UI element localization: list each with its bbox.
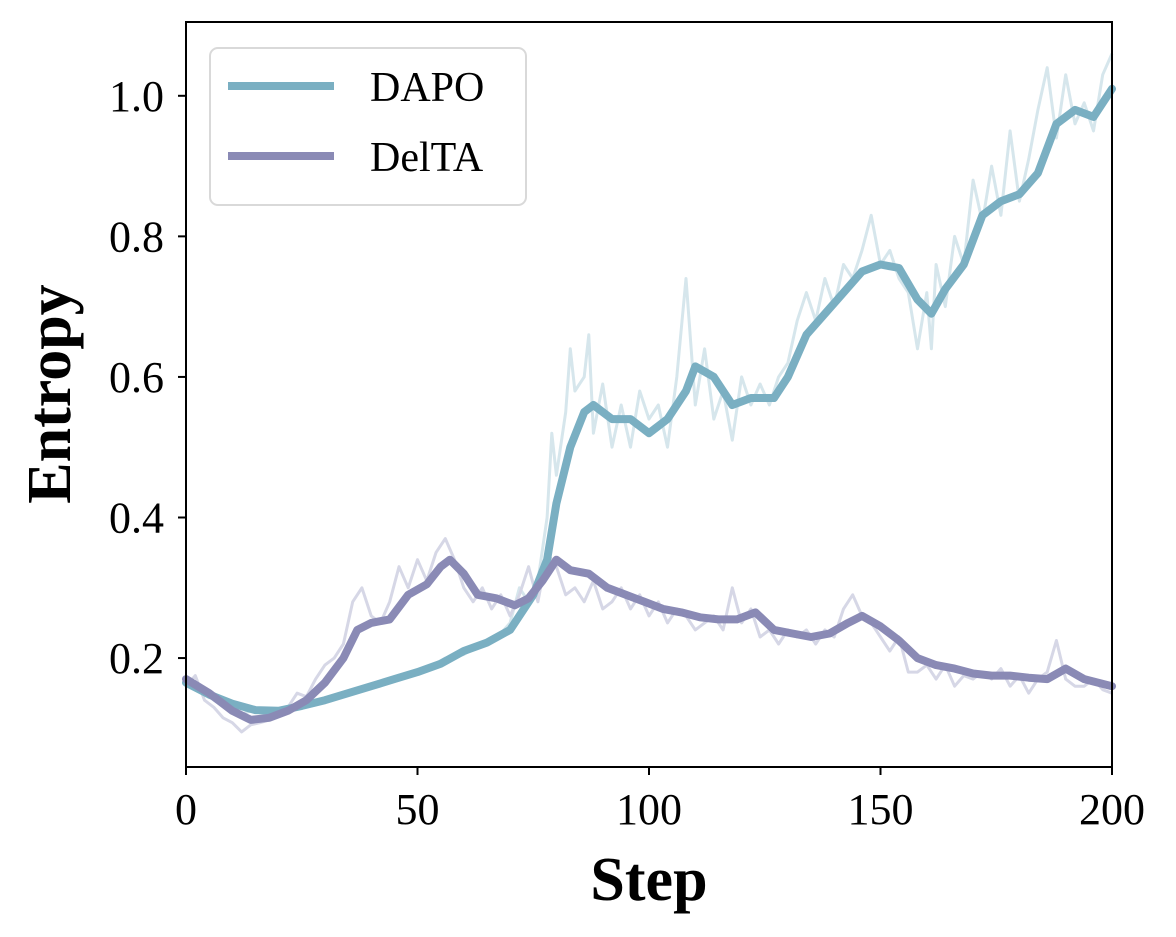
legend: DAPO DelTA: [209, 47, 527, 206]
smoothed-line-dapo: [182, 84, 1116, 715]
y-axis-title: Entropy: [16, 284, 84, 503]
x-axis-title: Step: [590, 846, 707, 914]
y-tick-label: 1.0: [109, 72, 164, 121]
x-tick-label: 200: [1079, 785, 1145, 834]
x-tick-label: 50: [396, 785, 440, 834]
x-axis: 0 50 100 150 200: [175, 767, 1145, 834]
y-axis: 0.2 0.4 0.6 0.8 1.0: [109, 72, 186, 683]
x-tick-label: 150: [848, 785, 914, 834]
raw-line-delta: [184, 537, 1113, 734]
y-tick-label: 0.4: [109, 493, 164, 542]
legend-label-dapo: DAPO: [370, 65, 484, 111]
x-tick-label: 0: [175, 785, 197, 834]
y-tick-label: 0.6: [109, 353, 164, 402]
smoothed-series-group: [182, 84, 1116, 724]
y-tick-label: 0.8: [109, 212, 164, 261]
y-tick-label: 0.2: [109, 634, 164, 683]
x-tick-label: 100: [616, 785, 682, 834]
legend-label-delta: DelTA: [370, 135, 484, 181]
smoothed-line-delta: [182, 555, 1116, 724]
